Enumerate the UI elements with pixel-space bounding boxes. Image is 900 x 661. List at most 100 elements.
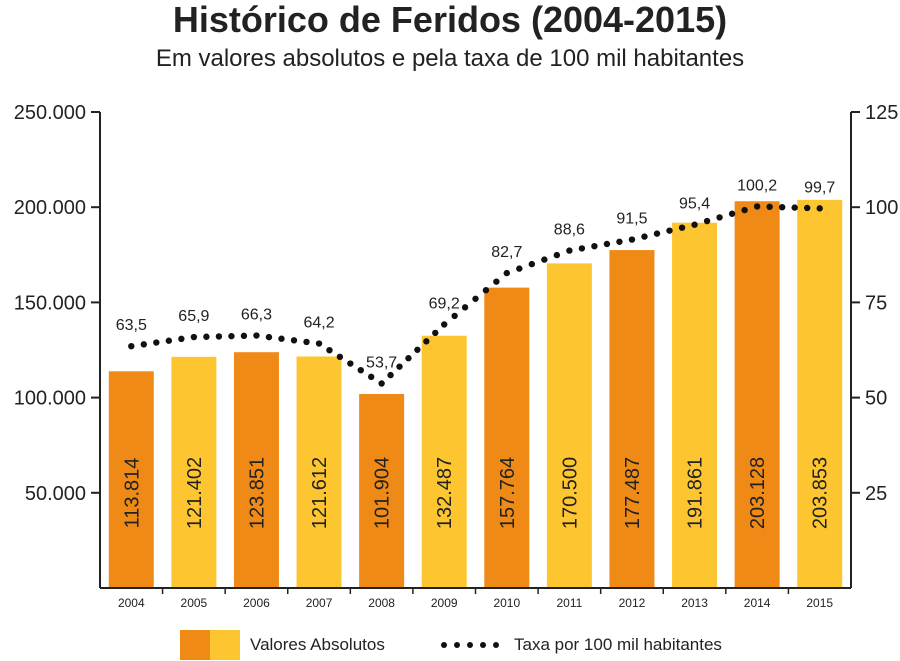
bar — [797, 199, 843, 588]
legend-rate: Taxa por 100 mil habitantes — [440, 629, 722, 661]
rate-dot — [703, 217, 711, 225]
rate-dot — [728, 210, 736, 217]
rate-dot — [493, 278, 500, 285]
bar-value-label: 121.612 — [309, 457, 331, 529]
rate-dot — [628, 236, 636, 243]
rate-dot — [290, 337, 298, 344]
bar-value-label: 203.853 — [810, 457, 832, 529]
rate-dot — [616, 238, 623, 245]
x-tick-label: 2011 — [556, 596, 582, 610]
rate-dot — [315, 340, 323, 347]
rate-dot — [253, 332, 260, 339]
bar — [296, 356, 342, 588]
rate-dot — [591, 242, 598, 250]
rate-dot — [240, 332, 248, 340]
rate-dot — [367, 373, 375, 381]
bar — [233, 352, 279, 588]
rate-dot — [278, 335, 285, 342]
bar — [734, 201, 780, 588]
rate-dot — [566, 247, 573, 254]
rate-dot — [441, 321, 448, 328]
left-tick-label: 50.000 — [25, 483, 86, 505]
bar-value-label: 177.487 — [622, 457, 644, 529]
bar — [171, 356, 217, 588]
rate-dot — [803, 204, 811, 212]
x-tick-label: 2009 — [431, 596, 458, 610]
legend-swatch-yellow — [210, 630, 240, 660]
rate-dot — [791, 204, 798, 211]
rate-dot — [423, 338, 430, 345]
legend-dots-icon — [441, 642, 499, 648]
x-tick-label: 2014 — [744, 596, 771, 610]
right-tick-label: 25 — [865, 483, 887, 505]
rate-dot — [482, 287, 490, 294]
rate-dot — [190, 333, 198, 341]
bar — [359, 393, 405, 588]
legend-swatch-orange — [180, 630, 210, 660]
rate-dot — [461, 304, 469, 311]
left-tick-label: 200.000 — [14, 197, 86, 219]
rate-value-label: 95,4 — [679, 196, 710, 213]
rate-dot — [165, 337, 173, 344]
rate-value-label: 63,5 — [116, 317, 147, 334]
rate-value-label: 100,2 — [737, 177, 777, 194]
rate-dot — [641, 233, 648, 240]
rate-value-label: 53,7 — [366, 355, 397, 372]
x-tick-label: 2015 — [806, 596, 833, 610]
bar-value-label: 157.764 — [497, 457, 519, 529]
rate-dot — [678, 224, 686, 231]
bar-value-label: 121.402 — [184, 457, 206, 529]
rate-dot — [528, 260, 536, 268]
right-tick-label: 50 — [865, 388, 887, 410]
bar — [546, 263, 592, 588]
bar — [421, 335, 467, 588]
rate-dot — [603, 240, 611, 248]
x-tick-label: 2012 — [619, 596, 646, 610]
rate-dot — [553, 251, 561, 259]
rate-dot — [387, 371, 394, 379]
right-tick-label: 125 — [865, 102, 898, 124]
legend-absolute: Valores Absolutos — [180, 629, 385, 661]
rate-dot — [215, 333, 223, 340]
rate-dot — [666, 227, 673, 234]
rate-dot — [653, 230, 661, 237]
left-tick-label: 100.000 — [14, 388, 86, 410]
bar — [108, 371, 154, 588]
rate-dot — [778, 204, 786, 211]
rate-value-label: 99,7 — [804, 179, 835, 196]
chart-subtitle: Em valores absolutos e pela taxa de 100 … — [155, 45, 745, 72]
rate-dot — [228, 332, 235, 340]
rate-dot — [691, 221, 698, 228]
x-tick-label: 2004 — [118, 596, 145, 610]
chart-title: Histórico de Feridos (2004-2015) — [172, 0, 728, 40]
rate-dot — [753, 203, 761, 210]
x-tick-label: 2010 — [493, 596, 520, 610]
rate-dot — [378, 380, 385, 387]
rate-dot — [816, 205, 823, 212]
rate-value-label: 69,2 — [429, 295, 460, 312]
rate-dot — [178, 335, 185, 343]
bar — [484, 287, 530, 588]
bar-value-label: 203.128 — [747, 457, 769, 529]
bar-value-label: 101.904 — [372, 457, 394, 529]
right-tick-label: 75 — [865, 292, 887, 314]
bar-value-label: 123.851 — [246, 457, 268, 529]
rate-dot — [303, 338, 310, 346]
x-tick-label: 2007 — [306, 596, 333, 610]
bar-value-label: 191.861 — [685, 457, 707, 529]
rate-dot — [741, 206, 748, 214]
rate-dot — [516, 265, 523, 272]
x-tick-label: 2013 — [681, 596, 708, 610]
rate-dot — [347, 360, 354, 367]
legend-absolute-label: Valores Absolutos — [250, 635, 385, 654]
rate-dot — [326, 346, 333, 354]
rate-dot — [503, 269, 510, 277]
rate-dot — [140, 341, 148, 348]
right-tick-label: 100 — [865, 197, 898, 219]
legend-rate-label: Taxa por 100 mil habitantes — [514, 635, 722, 654]
bar-value-label: 113.814 — [121, 458, 143, 529]
rate-dot — [357, 366, 364, 374]
bar-value-label: 170.500 — [559, 457, 581, 529]
left-tick-label: 150.000 — [14, 292, 86, 314]
rate-dot — [336, 353, 344, 361]
